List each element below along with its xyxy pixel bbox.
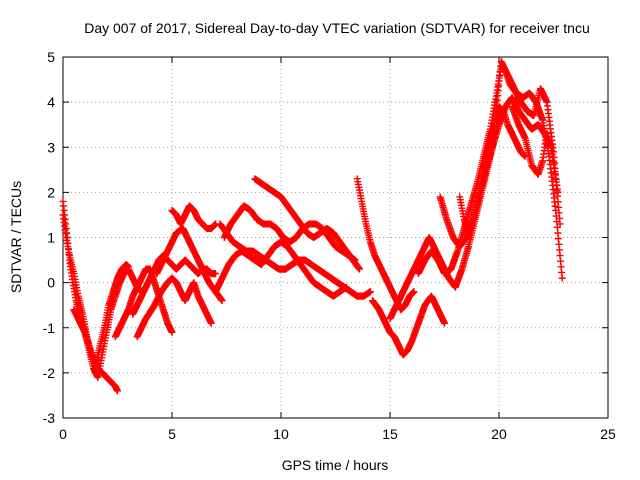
data-point-marker <box>355 265 363 273</box>
x-tick-label: 5 <box>168 426 176 442</box>
series-arc-12 <box>220 202 359 264</box>
data-point-marker <box>366 288 374 296</box>
y-axis-title: SDTVAR / TECUs <box>8 181 24 293</box>
y-tick-label: 0 <box>47 275 55 291</box>
series-arc-2 <box>59 211 132 368</box>
y-tick-label: -1 <box>43 320 56 336</box>
data-point-marker <box>558 274 566 282</box>
x-axis-title: GPS time / hours <box>282 457 389 473</box>
x-tick-label: 25 <box>600 426 616 442</box>
x-tick-label: 10 <box>273 426 289 442</box>
data-point-marker <box>351 256 359 264</box>
x-tick-labels: 0 5 10 15 20 25 <box>59 426 616 442</box>
x-tick-label: 0 <box>59 426 67 442</box>
data-point-marker <box>114 387 121 395</box>
series-arc-20 <box>508 103 551 178</box>
data-point-marker <box>410 288 418 296</box>
y-tick-label: -3 <box>43 410 56 426</box>
x-tick-label: 20 <box>491 426 507 442</box>
series-arc-7 <box>168 202 220 232</box>
data-point-marker <box>441 319 448 327</box>
x-tick-label: 15 <box>382 426 398 442</box>
series-arc-13 <box>353 175 418 314</box>
data-point-marker <box>207 319 215 327</box>
y-tick-label: 2 <box>47 184 55 200</box>
data-point-marker <box>556 220 564 228</box>
series-arc-3 <box>70 265 150 381</box>
y-tick-label: 1 <box>47 230 55 246</box>
data-point-marker <box>543 130 551 138</box>
series-arc-8 <box>153 224 226 305</box>
data-points <box>59 58 566 395</box>
y-tick-label: 3 <box>47 139 55 155</box>
series-arc-10 <box>216 220 374 300</box>
y-tick-label: -2 <box>43 365 56 381</box>
series-arc-6 <box>133 274 215 341</box>
data-point-marker <box>168 328 176 336</box>
series-arc-14 <box>369 292 448 359</box>
y-tick-labels: -3 -2 -1 0 1 2 3 4 5 <box>43 49 56 426</box>
chart-title: Day 007 of 2017, Sidereal Day-to-day VTE… <box>84 20 590 36</box>
data-point-marker <box>218 297 226 305</box>
series-arc-19 <box>484 58 564 228</box>
y-tick-label: 5 <box>47 49 55 65</box>
data-point-marker <box>212 270 220 278</box>
y-tick-label: 4 <box>47 94 55 110</box>
